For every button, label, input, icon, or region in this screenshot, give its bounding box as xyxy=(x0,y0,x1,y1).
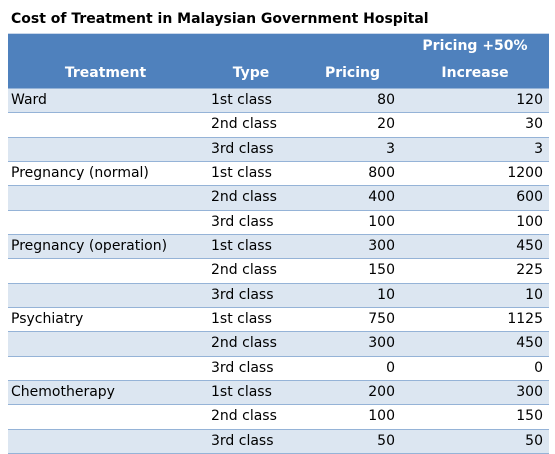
cell-pricing: 800 xyxy=(299,160,401,186)
cell-type: 1st class xyxy=(203,233,299,259)
cell-type: 2nd class xyxy=(203,112,299,138)
cell-type: 3rd class xyxy=(203,209,299,235)
table-row: 2nd class 150 225 xyxy=(8,258,549,284)
table-row: 3rd class 50 50 xyxy=(8,428,549,454)
cell-treatment xyxy=(8,355,203,381)
table-row: Pregnancy (normal) 1st class 800 1200 xyxy=(8,160,549,186)
cell-treatment xyxy=(8,185,203,211)
cell-pricing: 10 xyxy=(299,282,401,308)
cell-pricing: 750 xyxy=(299,306,401,332)
cell-treatment: Pregnancy (operation) xyxy=(8,233,203,259)
cell-treatment xyxy=(8,428,203,454)
cell-treatment xyxy=(8,136,203,162)
cell-type: 1st class xyxy=(203,379,299,405)
table-row: Psychiatry 1st class 750 1125 xyxy=(8,306,549,332)
header-pricing: Pricing xyxy=(299,33,401,89)
cell-pricing: 200 xyxy=(299,379,401,405)
table-row: 3rd class 0 0 xyxy=(8,355,549,381)
cell-pricing-increase: 10 xyxy=(401,282,549,308)
header-treatment: Treatment xyxy=(8,33,203,89)
table-title: Cost of Treatment in Malaysian Governmen… xyxy=(11,11,429,27)
cell-pricing-increase: 120 xyxy=(401,87,549,113)
table-row: 2nd class 100 150 xyxy=(8,404,549,430)
cell-type: 1st class xyxy=(203,160,299,186)
cell-pricing: 400 xyxy=(299,185,401,211)
cell-pricing: 150 xyxy=(299,258,401,284)
cell-pricing-increase: 0 xyxy=(401,355,549,381)
cell-treatment xyxy=(8,112,203,138)
treatment-cost-table: Treatment Type Pricing Pricing +50% Incr… xyxy=(8,33,549,454)
cell-type: 2nd class xyxy=(203,404,299,430)
table-row: Pregnancy (operation) 1st class 300 450 xyxy=(8,233,549,259)
table-row: 3rd class 3 3 xyxy=(8,136,549,162)
cell-treatment: Psychiatry xyxy=(8,306,203,332)
cell-pricing-increase: 300 xyxy=(401,379,549,405)
header-row: Treatment Type Pricing Pricing +50% Incr… xyxy=(8,33,549,89)
cell-pricing: 50 xyxy=(299,428,401,454)
cell-pricing-increase: 150 xyxy=(401,404,549,430)
cell-treatment: Pregnancy (normal) xyxy=(8,160,203,186)
table-body: Ward 1st class 80 120 2nd class 20 30 3rd class… xyxy=(8,87,549,454)
cell-type: 2nd class xyxy=(203,258,299,284)
table-row: 2nd class 300 450 xyxy=(8,331,549,357)
table-row: 2nd class 400 600 xyxy=(8,185,549,211)
table-row: 2nd class 20 30 xyxy=(8,112,549,138)
cell-pricing: 100 xyxy=(299,404,401,430)
cell-treatment xyxy=(8,404,203,430)
cell-treatment xyxy=(8,282,203,308)
cell-pricing-increase: 1125 xyxy=(401,306,549,332)
cell-type: 1st class xyxy=(203,87,299,113)
cell-type: 1st class xyxy=(203,306,299,332)
cell-type: 3rd class xyxy=(203,428,299,454)
header-type: Type xyxy=(203,33,299,89)
cell-pricing-increase: 50 xyxy=(401,428,549,454)
cell-pricing-increase: 100 xyxy=(401,209,549,235)
cell-treatment: Chemotherapy xyxy=(8,379,203,405)
cell-treatment xyxy=(8,209,203,235)
cell-pricing: 20 xyxy=(299,112,401,138)
cell-type: 3rd class xyxy=(203,282,299,308)
cell-treatment xyxy=(8,331,203,357)
cell-pricing-increase: 3 xyxy=(401,136,549,162)
cell-pricing-increase: 450 xyxy=(401,331,549,357)
cell-pricing: 80 xyxy=(299,87,401,113)
table-row: 3rd class 100 100 xyxy=(8,209,549,235)
cell-pricing-increase: 225 xyxy=(401,258,549,284)
header-pricing-increase: Pricing +50% Increase xyxy=(401,33,549,89)
cell-pricing: 300 xyxy=(299,233,401,259)
cell-pricing-increase: 30 xyxy=(401,112,549,138)
cell-type: 2nd class xyxy=(203,331,299,357)
cell-pricing-increase: 600 xyxy=(401,185,549,211)
cell-pricing: 100 xyxy=(299,209,401,235)
cell-pricing-increase: 450 xyxy=(401,233,549,259)
cell-treatment xyxy=(8,258,203,284)
cell-type: 3rd class xyxy=(203,355,299,381)
table-row: Ward 1st class 80 120 xyxy=(8,87,549,113)
cell-pricing-increase: 1200 xyxy=(401,160,549,186)
cell-pricing: 0 xyxy=(299,355,401,381)
cell-type: 3rd class xyxy=(203,136,299,162)
cell-type: 2nd class xyxy=(203,185,299,211)
cell-pricing: 3 xyxy=(299,136,401,162)
cell-treatment: Ward xyxy=(8,87,203,113)
cell-pricing: 300 xyxy=(299,331,401,357)
table-row: Chemotherapy 1st class 200 300 xyxy=(8,379,549,405)
table-row: 3rd class 10 10 xyxy=(8,282,549,308)
